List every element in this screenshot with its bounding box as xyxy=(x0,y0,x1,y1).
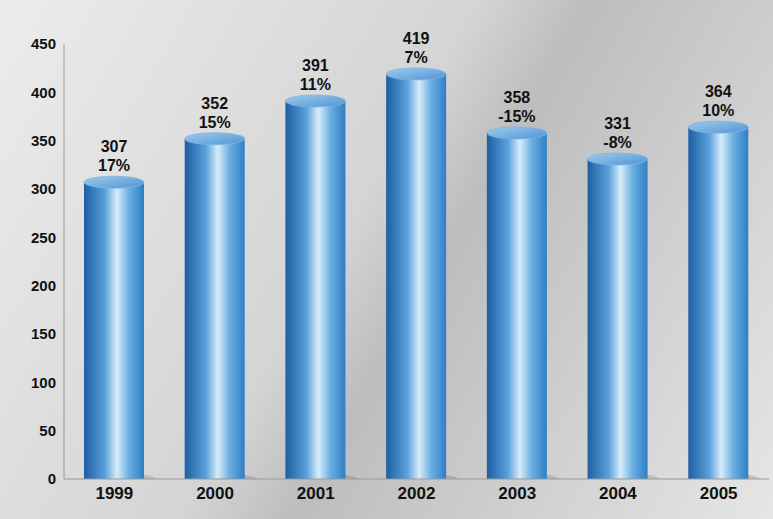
svg-text:200: 200 xyxy=(31,277,56,294)
svg-text:15%: 15% xyxy=(199,114,231,131)
svg-text:419: 419 xyxy=(403,30,430,47)
svg-text:7%: 7% xyxy=(405,49,428,66)
svg-text:450: 450 xyxy=(31,35,56,52)
svg-text:2001: 2001 xyxy=(297,484,335,503)
svg-text:17%: 17% xyxy=(98,157,130,174)
svg-text:358: 358 xyxy=(504,89,531,106)
svg-text:300: 300 xyxy=(31,180,56,197)
svg-text:11%: 11% xyxy=(300,76,331,93)
svg-text:307: 307 xyxy=(101,138,128,155)
svg-text:0: 0 xyxy=(48,470,56,487)
svg-text:352: 352 xyxy=(201,95,228,112)
svg-text:-8%: -8% xyxy=(603,134,631,151)
svg-text:331: 331 xyxy=(604,115,631,132)
svg-text:2003: 2003 xyxy=(498,484,536,503)
svg-text:391: 391 xyxy=(302,57,329,74)
svg-text:1999: 1999 xyxy=(95,484,133,503)
svg-text:2002: 2002 xyxy=(398,484,436,503)
svg-text:2000: 2000 xyxy=(196,484,234,503)
svg-text:-15%: -15% xyxy=(498,108,535,125)
svg-text:250: 250 xyxy=(31,229,56,246)
svg-text:364: 364 xyxy=(705,83,732,100)
svg-text:350: 350 xyxy=(31,132,56,149)
svg-text:150: 150 xyxy=(31,325,56,342)
svg-text:100: 100 xyxy=(31,374,56,391)
svg-text:10%: 10% xyxy=(702,102,734,119)
svg-text:2004: 2004 xyxy=(599,484,637,503)
svg-text:50: 50 xyxy=(39,422,56,439)
svg-text:2005: 2005 xyxy=(700,484,738,503)
svg-text:400: 400 xyxy=(31,84,56,101)
